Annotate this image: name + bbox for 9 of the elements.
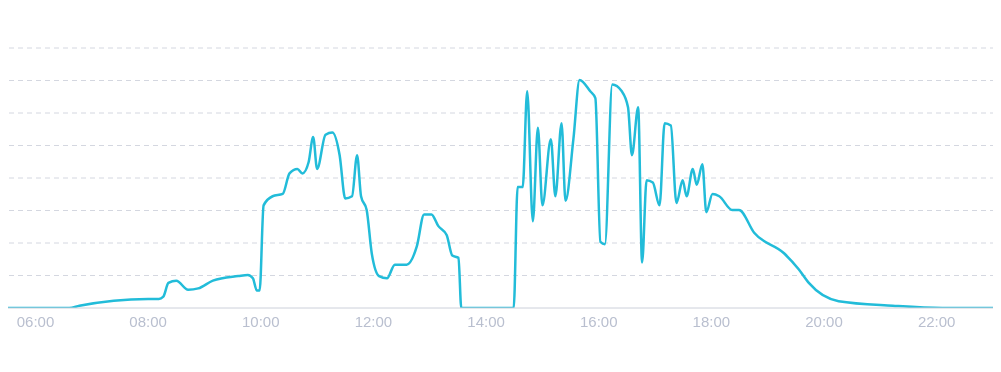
x-tick-label: 10:00 [242, 312, 280, 330]
x-tick-label: 06:00 [16, 312, 55, 330]
x-tick-label: 16:00 [579, 312, 618, 330]
x-tick-label: 12:00 [354, 312, 393, 330]
x-tick-label: 08:00 [129, 312, 167, 330]
x-tick-label: 20:00 [805, 312, 843, 330]
x-tick-label: 14:00 [467, 312, 505, 330]
x-tick-label: 18:00 [692, 312, 731, 330]
x-tick-label: 22:00 [917, 312, 956, 330]
